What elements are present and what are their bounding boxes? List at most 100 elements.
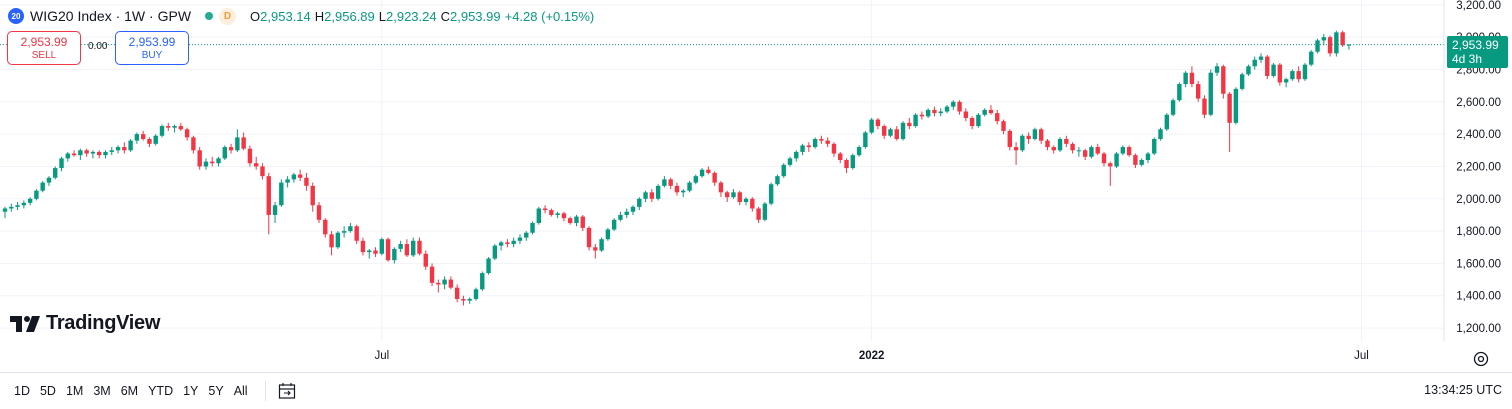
utc-clock[interactable]: 13:34:25 UTC (1424, 383, 1502, 397)
candle-body (869, 119, 874, 133)
symbol-badge[interactable]: 20 (8, 8, 24, 24)
low-value: 2,923.24 (386, 8, 437, 24)
candle-body (115, 147, 121, 151)
candle-body (53, 168, 58, 178)
candles-series (2, 30, 1352, 306)
range-button-all[interactable]: All (233, 384, 248, 398)
high-label: H (314, 8, 325, 24)
time-axis: Jul2022Jul2023Jul2024Jul2025Jul (374, 350, 1368, 362)
settings-icon[interactable] (1472, 350, 1490, 368)
candle-body (649, 192, 655, 199)
buy-button[interactable]: 2,953.99 BUY (115, 31, 189, 65)
candle-body (536, 208, 541, 224)
candle-body (687, 182, 692, 191)
candle-body (279, 182, 284, 206)
candle-body (197, 150, 202, 167)
change-value: +4.28 (+0.15%) (504, 8, 595, 24)
candle-body (423, 253, 428, 267)
candle-body (699, 169, 705, 177)
candle-body (454, 287, 460, 299)
candle-body (1271, 64, 1276, 76)
candle-body (1233, 88, 1239, 123)
candle-body (147, 138, 152, 144)
candle-body (1082, 150, 1088, 157)
range-button-ytd[interactable]: YTD (148, 384, 174, 398)
candle-body (166, 126, 171, 128)
tradingview-logo[interactable]: TradingView (10, 312, 160, 335)
candle-body (850, 155, 855, 169)
candle-body (825, 140, 830, 144)
candle-body (203, 161, 209, 167)
candle-body (907, 122, 912, 127)
candle-body (266, 176, 271, 215)
candle-body (310, 185, 315, 206)
candle-body (1221, 66, 1226, 94)
y-tick-label: 2,000.00 (1456, 194, 1501, 206)
data-delay-badge[interactable]: D (219, 7, 237, 25)
candle-body (775, 176, 780, 185)
candle-body (473, 289, 479, 299)
candle-body (863, 132, 868, 148)
candle-body (385, 239, 391, 261)
candle-body (549, 210, 554, 215)
candle-body (27, 198, 33, 203)
candle-body (580, 216, 585, 228)
candle-body (731, 192, 736, 198)
candle-body (379, 239, 384, 254)
candle-body (323, 219, 328, 235)
range-button-3m[interactable]: 3M (93, 384, 111, 398)
candle-body (957, 101, 962, 112)
candlestick-chart[interactable]: 3,200.003,000.002,800.002,600.002,400.00… (0, 0, 1512, 372)
range-button-5d[interactable]: 5D (39, 384, 56, 398)
candle-body (681, 190, 686, 193)
candle-body (932, 109, 937, 114)
candle-body (1302, 64, 1308, 80)
symbol-title[interactable]: WIG20 Index · 1W · GPW (30, 8, 192, 24)
candle-body (1045, 140, 1050, 148)
candle-body (1239, 74, 1245, 89)
candle-body (668, 179, 673, 186)
x-tick-label: Jul (374, 350, 389, 362)
candle-body (768, 184, 774, 204)
range-button-5y[interactable]: 5Y (208, 384, 224, 398)
candle-body (373, 250, 378, 254)
candle-body (1001, 121, 1006, 131)
sell-button[interactable]: 2,953.99 SELL (7, 31, 81, 65)
range-button-6m[interactable]: 6M (120, 384, 139, 398)
candle-body (417, 240, 422, 254)
candle-body (392, 248, 397, 261)
range-button-1d[interactable]: 1D (14, 384, 30, 398)
candle-body (856, 147, 862, 156)
candle-body (404, 244, 410, 256)
candle-body (555, 213, 560, 215)
candle-body (819, 138, 824, 141)
candle-body (254, 163, 259, 167)
candle-body (429, 266, 435, 283)
candle-body (1309, 51, 1314, 65)
open-value: 2,953.14 (260, 8, 311, 24)
candle-body (1315, 40, 1320, 52)
range-button-1y[interactable]: 1Y (183, 384, 199, 398)
candle-body (618, 214, 623, 220)
candle-body (706, 169, 711, 173)
candle-body (1020, 135, 1025, 151)
y-tick-label: 1,400.00 (1456, 291, 1501, 303)
candle-body (743, 198, 749, 203)
market-status-icon[interactable] (205, 12, 214, 20)
candle-body (140, 134, 146, 139)
candle-body (1177, 84, 1182, 101)
range-button-1m[interactable]: 1M (65, 384, 84, 398)
candle-body (398, 244, 403, 249)
candle-body (122, 147, 127, 151)
candle-body (1252, 59, 1257, 67)
toolbar-divider (264, 381, 266, 401)
candle-body (128, 140, 133, 151)
y-tick-label: 2,600.00 (1456, 97, 1501, 109)
candle-body (2, 208, 8, 212)
candle-body (498, 242, 504, 246)
candle-body (1158, 129, 1163, 139)
spread-value: 0.00 (88, 41, 108, 52)
candle-body (461, 298, 466, 301)
calendar-goto-icon[interactable] (276, 380, 298, 402)
candle-body (831, 143, 837, 154)
